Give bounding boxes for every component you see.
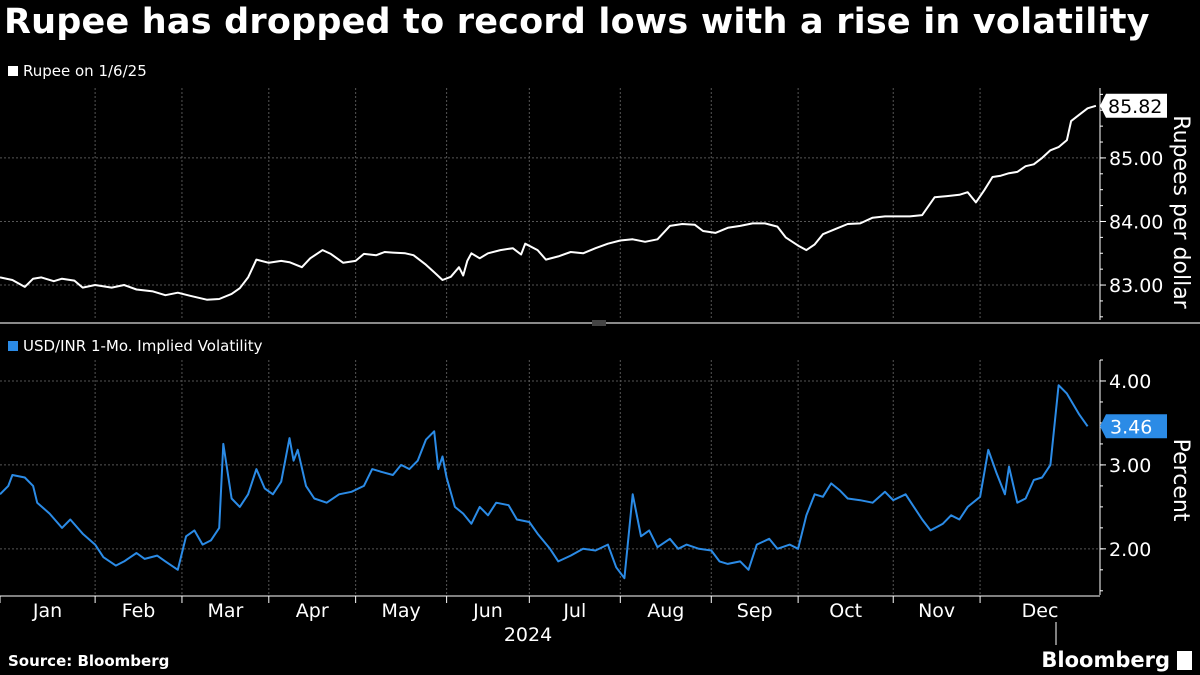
value-labels: 85.82 3.46 (1100, 93, 1167, 439)
volatility-series-line (0, 384, 1089, 580)
month-label: Sep (737, 600, 773, 622)
bottom-ytick-label: 4.00 (1109, 371, 1151, 393)
year-label: 2024 (504, 624, 552, 646)
legend-volatility: USD/INR 1-Mo. Implied Volatility (8, 337, 262, 355)
bloomberg-logo: Bloomberg (1041, 648, 1170, 672)
grid-lines (0, 88, 1100, 595)
bottom-ytick-label: 2.00 (1109, 539, 1151, 561)
month-label: Jul (562, 600, 586, 622)
month-label: Apr (296, 600, 329, 622)
month-label: Aug (647, 600, 684, 622)
volatility-last-value: 3.46 (1110, 416, 1152, 438)
legend-rupee: Rupee on 1/6/25 (8, 62, 147, 80)
month-label: Dec (1022, 600, 1059, 622)
legend-rupee-swatch (8, 66, 18, 76)
volatility-last-value-box (1100, 414, 1167, 439)
rupee-last-value-box (1100, 93, 1167, 118)
month-label: Feb (122, 600, 156, 622)
legend-volatility-swatch (8, 341, 18, 351)
legend-rupee-label: Rupee on 1/6/25 (23, 62, 147, 80)
month-label: May (381, 600, 420, 622)
chart-title: Rupee has dropped to record lows with a … (4, 2, 1150, 42)
rupee-last-value: 85.82 (1108, 96, 1162, 118)
divider-handle (592, 320, 606, 326)
axes: 83.00 84.00 85.00 2.00 3.00 4.00 Rupees per do… (0, 88, 1200, 646)
month-label: Jan (32, 600, 62, 622)
bottom-ytick-label: 3.00 (1109, 455, 1151, 477)
rupee-axis-title: Rupees per dollar (1168, 115, 1193, 309)
month-label: Mar (207, 600, 243, 622)
source-note: Source: Bloomberg (8, 652, 170, 670)
volatility-axis-title: Percent (1168, 439, 1193, 522)
month-label: Jun (472, 600, 503, 622)
month-label: Oct (829, 600, 862, 622)
legend-volatility-label: USD/INR 1-Mo. Implied Volatility (23, 337, 263, 355)
top-ytick-label: 83.00 (1109, 275, 1163, 297)
terminal-icon (1177, 651, 1192, 670)
rupee-series-line (0, 104, 1097, 301)
month-label: Nov (918, 600, 955, 622)
top-ytick-label: 84.00 (1109, 211, 1163, 233)
top-ytick-label: 85.00 (1109, 148, 1163, 170)
